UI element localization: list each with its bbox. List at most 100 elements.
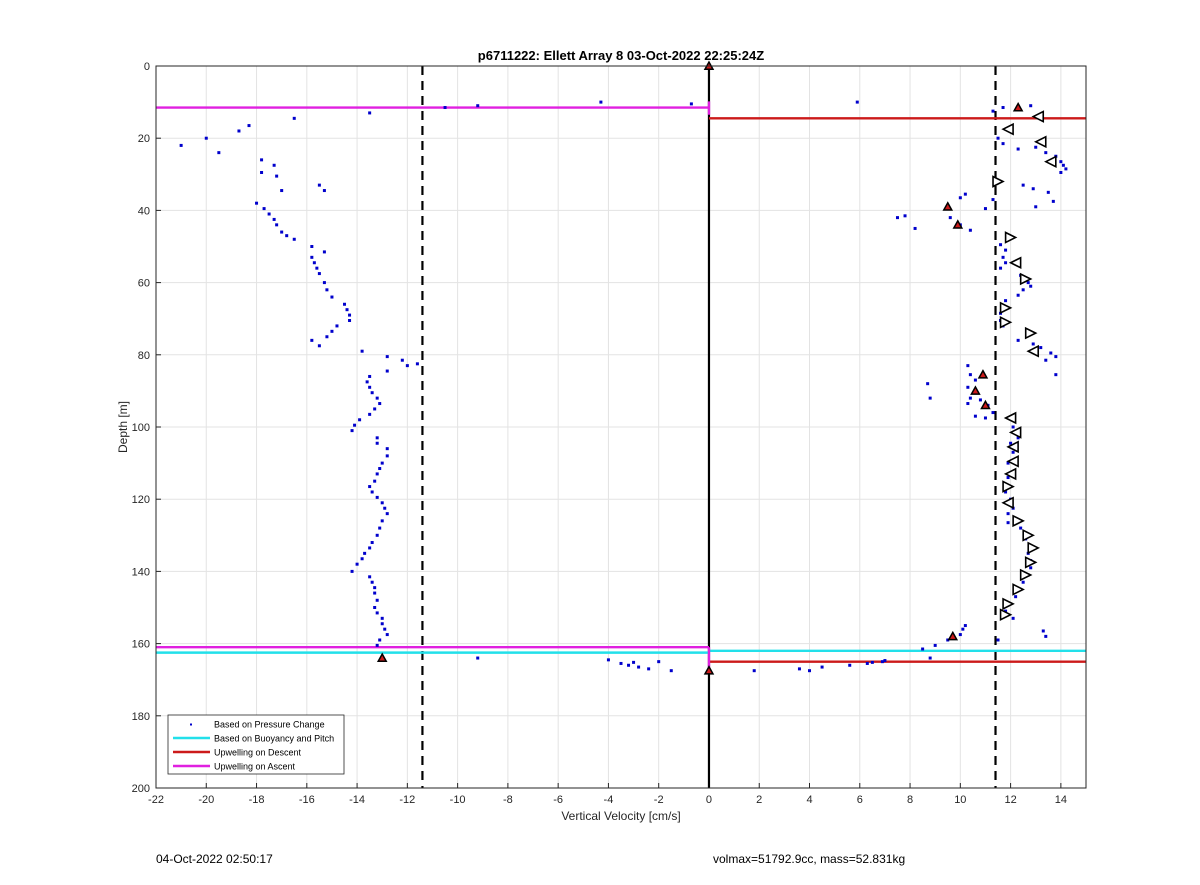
pressure-change-point <box>373 586 377 590</box>
x-tick-label: 8 <box>907 794 913 806</box>
pressure-change-point <box>1004 299 1008 303</box>
pressure-change-point <box>476 104 480 108</box>
pressure-change-point <box>255 201 259 205</box>
y-tick-label: 0 <box>144 61 150 73</box>
pressure-change-point <box>317 344 321 348</box>
pressure-change-point <box>928 396 932 400</box>
pressure-change-point <box>267 212 271 216</box>
x-tick-label: 4 <box>806 794 812 806</box>
x-tick-label: 2 <box>756 794 762 806</box>
pressure-change-point <box>865 661 869 665</box>
pressure-change-point <box>1031 342 1035 346</box>
legend-swatch-pressure <box>190 723 192 726</box>
open-triangle-marker <box>1024 326 1038 340</box>
pressure-change-point <box>476 656 480 660</box>
pressure-change-point <box>968 396 972 400</box>
pressure-change-point <box>348 313 352 317</box>
pressure-change-point <box>1041 629 1045 633</box>
x-tick-label: -4 <box>604 794 614 806</box>
pressure-change-point <box>380 501 384 505</box>
pressure-change-point <box>360 557 364 561</box>
open-triangle-marker <box>1006 455 1019 468</box>
open-triangle-marker <box>1004 231 1018 244</box>
y-tick-label: 180 <box>132 711 150 723</box>
y-tick-labels: 0 20 40 60 80 100 120 140 160 180 200 <box>132 61 150 795</box>
pressure-change-point <box>619 661 623 665</box>
pressure-change-point <box>375 598 379 602</box>
pressure-change-point <box>1039 346 1043 350</box>
pressure-change-point <box>415 362 419 366</box>
pressure-change-point <box>1044 634 1048 638</box>
pressure-change-point <box>380 616 384 620</box>
y-tick-label: 20 <box>138 133 150 145</box>
pressure-change-point <box>368 374 372 378</box>
pressure-change-point <box>1004 490 1008 494</box>
open-triangle-marker <box>1002 480 1015 493</box>
pressure-change-point <box>647 667 651 671</box>
pressure-change-point <box>370 391 374 395</box>
pressure-change-point <box>310 245 314 248</box>
pressure-change-point <box>380 622 384 626</box>
pressure-change-point <box>373 479 377 483</box>
pressure-change-point <box>375 643 379 647</box>
open-triangle-marker <box>1044 155 1057 168</box>
pressure-change-point <box>963 624 967 628</box>
open-triangle-marker <box>1012 583 1025 596</box>
pressure-change-point <box>1021 580 1025 584</box>
pressure-change-point <box>400 358 404 362</box>
x-tick-label: -20 <box>198 794 214 806</box>
pressure-change-point <box>966 402 970 406</box>
pressure-change-point <box>1044 358 1048 362</box>
legend-label-descent: Upwelling on Descent <box>214 748 302 758</box>
pressure-change-point <box>1051 199 1055 203</box>
pressure-change-point <box>385 447 389 451</box>
red-triangle-marker <box>980 399 991 410</box>
pressure-change-point <box>1006 521 1010 525</box>
pressure-change-point <box>1061 163 1065 167</box>
pressure-change-point <box>963 192 967 196</box>
pressure-change-point <box>973 414 977 418</box>
x-tick-label: -22 <box>148 794 164 806</box>
pressure-change-point <box>368 111 372 115</box>
pressure-change-point <box>373 606 377 609</box>
pressure-change-point <box>385 355 389 359</box>
open-triangle-marker <box>992 175 1005 188</box>
pressure-change-point <box>1034 205 1038 209</box>
pressure-change-point <box>325 335 329 339</box>
legend: Based on Pressure Change Based on Buoyan… <box>167 714 345 775</box>
pressure-change-point <box>375 495 379 499</box>
pressure-change-point <box>365 380 369 384</box>
grid-lines <box>155 65 1086 789</box>
pressure-change-point <box>983 207 987 211</box>
pressure-change-point <box>375 611 379 615</box>
pressure-change-point <box>1016 293 1020 297</box>
pressure-change-point <box>368 385 372 389</box>
pressure-change-point <box>378 526 382 530</box>
pressure-change-point <box>1049 351 1053 355</box>
pressure-change-point <box>1059 170 1063 174</box>
pressure-change-point <box>1029 566 1033 570</box>
pressure-change-point <box>895 216 899 220</box>
footer-timestamp: 04-Oct-2022 02:50:17 <box>156 852 273 866</box>
pressure-change-point <box>903 214 907 218</box>
pressure-change-point <box>1001 106 1005 110</box>
pressure-change-point <box>1029 104 1033 108</box>
pressure-change-point <box>380 519 384 523</box>
x-tick-label: 0 <box>706 794 712 806</box>
pressure-change-point <box>343 302 347 306</box>
pressure-change-point <box>280 230 284 234</box>
x-tick-label: -18 <box>249 794 265 806</box>
plot-frame <box>155 65 1087 789</box>
open-triangle-marker <box>1001 122 1014 136</box>
pressure-change-point <box>689 102 693 106</box>
pressure-change-point <box>606 658 610 662</box>
x-tick-label: -10 <box>450 794 466 806</box>
pressure-change-point <box>310 255 314 259</box>
pressure-change-point <box>260 158 264 162</box>
x-tick-label: -14 <box>349 794 365 806</box>
pressure-change-point <box>292 116 296 120</box>
open-triangle-marker <box>1008 256 1022 270</box>
pressure-change-point <box>948 216 952 220</box>
pressure-change-point <box>378 638 382 642</box>
